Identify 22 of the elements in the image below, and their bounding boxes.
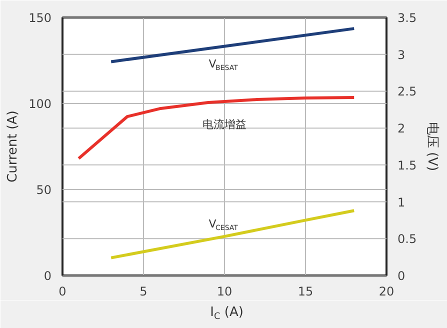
y2-tick-label: 3 [398,48,406,62]
y2-tick-label: 0.5 [398,232,417,246]
x-tick-label: 0 [58,284,66,298]
y-tick-label: 100 [28,97,52,111]
y2-tick-label: 2.5 [398,84,417,99]
y-tick-label: 150 [28,11,52,25]
y2-tick-label: 1 [398,195,406,210]
y2-tick-label: 3.5 [398,11,417,25]
y2-axis-title: 电压 (V) [424,122,440,172]
y-tick-label: 0 [44,269,52,283]
y2-tick-label: 0 [398,269,406,283]
x-tick-label: 10 [216,284,232,298]
y-axis-title: Current (A) [6,110,21,182]
annotation: 电流增益 [202,118,246,132]
y2-tick-label: 2 [398,122,406,136]
y2-tick-label: 1.5 [398,158,417,172]
x-tick-label: 15 [298,284,314,298]
x-tick-label: 20 [378,284,394,298]
line-series [77,96,356,160]
line-series [110,209,356,260]
x-tick-label: 5 [140,284,148,298]
y-tick-label: 50 [36,183,52,197]
